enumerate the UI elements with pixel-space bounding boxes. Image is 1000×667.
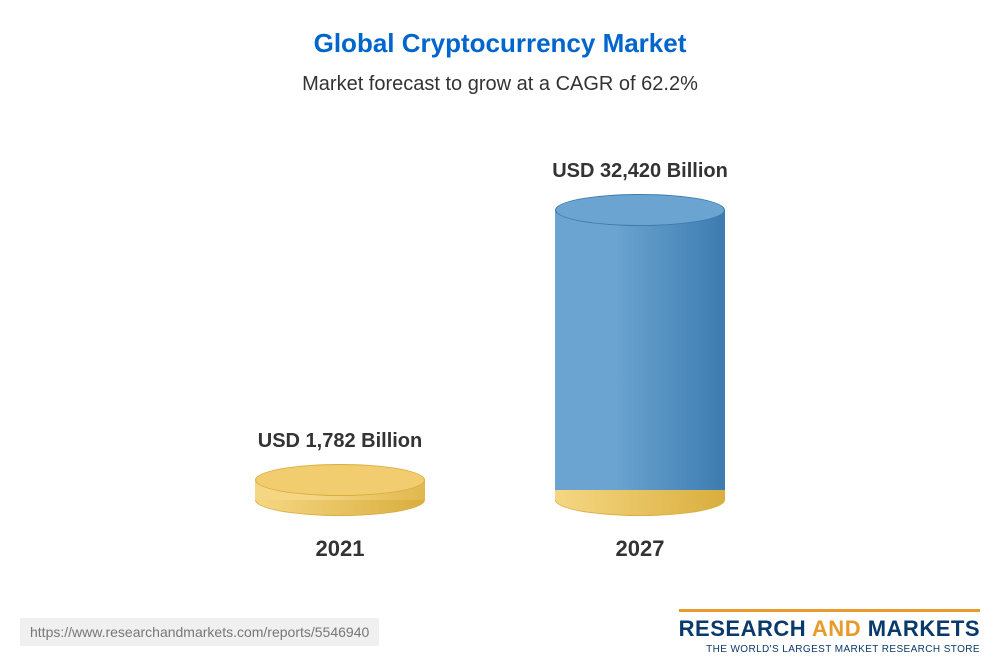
bar-year-label: 2021 bbox=[255, 536, 425, 562]
source-url: https://www.researchandmarkets.com/repor… bbox=[20, 618, 379, 646]
cylinder-shape bbox=[555, 194, 725, 516]
chart-area: USD 1,782 Billion2021USD 32,420 Billion2… bbox=[0, 116, 1000, 546]
logo-word-1: RESEARCH bbox=[679, 616, 806, 641]
chart-subtitle: Market forecast to grow at a CAGR of 62.… bbox=[0, 59, 1000, 96]
brand-logo: RESEARCH AND MARKETS THE WORLD'S LARGEST… bbox=[679, 609, 980, 655]
bar-year-label: 2027 bbox=[555, 536, 725, 562]
bar-value-label: USD 1,782 Billion bbox=[258, 430, 423, 453]
cylinder-shape bbox=[255, 464, 425, 516]
logo-word-3: MARKETS bbox=[868, 616, 980, 641]
logo-word-2: AND bbox=[812, 616, 861, 641]
footer: https://www.researchandmarkets.com/repor… bbox=[0, 607, 1000, 667]
chart-title: Global Cryptocurrency Market bbox=[0, 0, 1000, 59]
bar-value-label: USD 32,420 Billion bbox=[552, 160, 728, 183]
logo-tagline: THE WORLD'S LARGEST MARKET RESEARCH STOR… bbox=[679, 644, 980, 655]
